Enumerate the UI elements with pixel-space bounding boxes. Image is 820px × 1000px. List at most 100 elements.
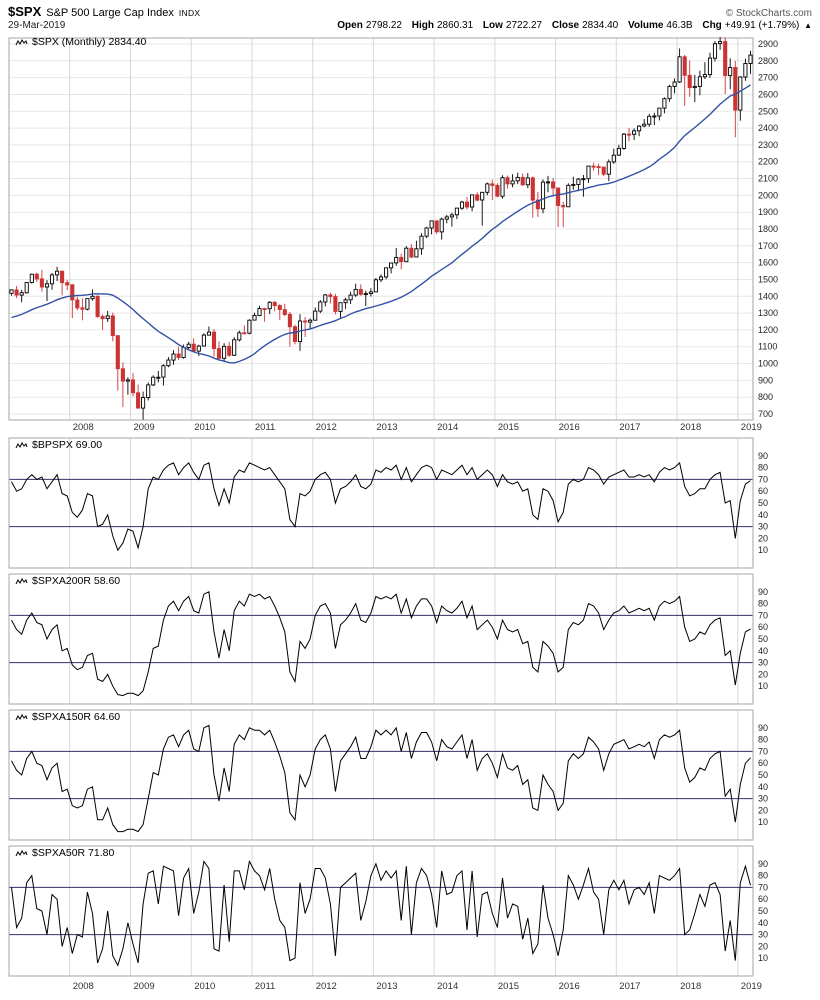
bpspx-panel: 10 20 30 40 50 60 70 80 90 $BPSPX 69.00 xyxy=(1,436,819,572)
svg-text:2500: 2500 xyxy=(758,106,778,116)
svg-text:80: 80 xyxy=(758,463,768,473)
svg-text:2017: 2017 xyxy=(619,981,640,992)
svg-text:50: 50 xyxy=(758,498,768,508)
svg-text:1900: 1900 xyxy=(758,207,778,217)
svg-text:2014: 2014 xyxy=(437,981,458,992)
svg-text:1400: 1400 xyxy=(758,291,778,301)
svg-text:2009: 2009 xyxy=(134,981,155,992)
spxa200r-panel: 10 20 30 40 50 60 70 80 90 $SPXA200R 58.60 xyxy=(1,572,819,708)
high-value: 2860.31 xyxy=(436,20,474,31)
main-chart-label: $SPX (Monthly) 2834.40 xyxy=(15,36,146,48)
stockcharts-attribution-link[interactable]: © StockCharts.com xyxy=(725,8,812,19)
main-price-chart: 700 800 900 1000 1100 1200 1300 1400 1500 1600 170… xyxy=(8,37,778,433)
volume-label: Volume xyxy=(628,20,664,31)
svg-text:20: 20 xyxy=(758,669,768,679)
svg-text:1700: 1700 xyxy=(758,241,778,251)
volume-value: 46.3B xyxy=(666,20,693,31)
svg-text:30: 30 xyxy=(758,794,768,804)
svg-text:90: 90 xyxy=(758,723,768,733)
svg-text:2017: 2017 xyxy=(619,422,640,433)
svg-text:20: 20 xyxy=(758,805,768,815)
svg-text:2019: 2019 xyxy=(741,422,762,433)
svg-text:2016: 2016 xyxy=(559,981,580,992)
low-value: 2722.27 xyxy=(505,20,543,31)
svg-text:10: 10 xyxy=(758,681,768,691)
spxa200r-label-text: $SPXA200R 58.60 xyxy=(32,575,121,587)
svg-text:10: 10 xyxy=(758,817,768,827)
svg-text:40: 40 xyxy=(758,918,768,928)
spxa50r-label-text: $SPXA50R 71.80 xyxy=(32,847,115,859)
svg-text:80: 80 xyxy=(758,599,768,609)
svg-text:2012: 2012 xyxy=(316,981,337,992)
series-squiggle-icon xyxy=(15,713,28,720)
svg-text:700: 700 xyxy=(758,409,773,419)
svg-text:2012: 2012 xyxy=(316,422,337,433)
series-squiggle-icon xyxy=(15,849,28,856)
spxa150r-label: $SPXA150R 64.60 xyxy=(15,711,120,723)
svg-text:40: 40 xyxy=(758,646,768,656)
svg-text:60: 60 xyxy=(758,622,768,632)
svg-text:1000: 1000 xyxy=(758,359,778,369)
svg-text:2018: 2018 xyxy=(680,422,701,433)
svg-text:2008: 2008 xyxy=(73,422,94,433)
svg-text:2009: 2009 xyxy=(134,422,155,433)
svg-text:80: 80 xyxy=(758,871,768,881)
svg-text:70: 70 xyxy=(758,746,768,756)
svg-text:30: 30 xyxy=(758,658,768,668)
svg-text:2400: 2400 xyxy=(758,123,778,133)
open-label: Open xyxy=(337,20,363,31)
svg-text:1800: 1800 xyxy=(758,224,778,234)
svg-text:40: 40 xyxy=(758,782,768,792)
spxa50r-panel: 2008 2009 2010 2011 2012 2013 2014 2015 2016 2017… xyxy=(1,844,819,996)
spxa200r-label: $SPXA200R 58.60 xyxy=(15,575,120,587)
svg-text:50: 50 xyxy=(758,770,768,780)
svg-text:90: 90 xyxy=(758,587,768,597)
svg-text:30: 30 xyxy=(758,930,768,940)
svg-text:2100: 2100 xyxy=(758,174,778,184)
svg-text:70: 70 xyxy=(758,882,768,892)
svg-text:2013: 2013 xyxy=(376,981,397,992)
ohlc-quote: Open 2798.22 High 2860.31 Low 2722.27 Close… xyxy=(330,20,812,31)
svg-text:2010: 2010 xyxy=(194,981,215,992)
main-price-panel: 700 800 900 1000 1100 1200 1300 1400 1500 1600 170… xyxy=(1,32,819,436)
svg-text:70: 70 xyxy=(758,610,768,620)
change-up-icon: ▲ xyxy=(804,21,812,30)
svg-text:1600: 1600 xyxy=(758,258,778,268)
symbol: $SPX xyxy=(8,4,42,19)
spxa150r-panel: 10 20 30 40 50 60 70 80 90 $SPXA150R 64.60 xyxy=(1,708,819,844)
spxa50r-label: $SPXA50R 71.80 xyxy=(15,847,114,859)
svg-text:10: 10 xyxy=(758,953,768,963)
svg-text:90: 90 xyxy=(758,451,768,461)
svg-text:2008: 2008 xyxy=(73,981,94,992)
svg-text:1500: 1500 xyxy=(758,274,778,284)
series-squiggle-icon xyxy=(15,441,28,448)
chg-label: Chg xyxy=(702,20,722,31)
svg-text:2200: 2200 xyxy=(758,157,778,167)
svg-text:2000: 2000 xyxy=(758,190,778,200)
svg-text:30: 30 xyxy=(758,522,768,532)
bpspx-label-text: $BPSPX 69.00 xyxy=(32,439,103,451)
svg-text:20: 20 xyxy=(758,941,768,951)
svg-text:2300: 2300 xyxy=(758,140,778,150)
svg-text:2015: 2015 xyxy=(498,981,519,992)
svg-text:2600: 2600 xyxy=(758,89,778,99)
series-squiggle-icon xyxy=(15,38,28,45)
svg-text:1100: 1100 xyxy=(758,342,777,352)
svg-text:60: 60 xyxy=(758,894,768,904)
svg-text:1300: 1300 xyxy=(758,308,778,318)
svg-text:2013: 2013 xyxy=(376,422,397,433)
svg-text:50: 50 xyxy=(758,906,768,916)
svg-text:2018: 2018 xyxy=(680,981,701,992)
chg-value: +49.91 (+1.79%) xyxy=(724,20,800,31)
svg-text:60: 60 xyxy=(758,758,768,768)
svg-text:800: 800 xyxy=(758,392,773,402)
svg-text:2800: 2800 xyxy=(758,56,778,66)
svg-text:60: 60 xyxy=(758,486,768,496)
svg-text:2015: 2015 xyxy=(498,422,519,433)
svg-text:2016: 2016 xyxy=(559,422,580,433)
svg-text:40: 40 xyxy=(758,510,768,520)
